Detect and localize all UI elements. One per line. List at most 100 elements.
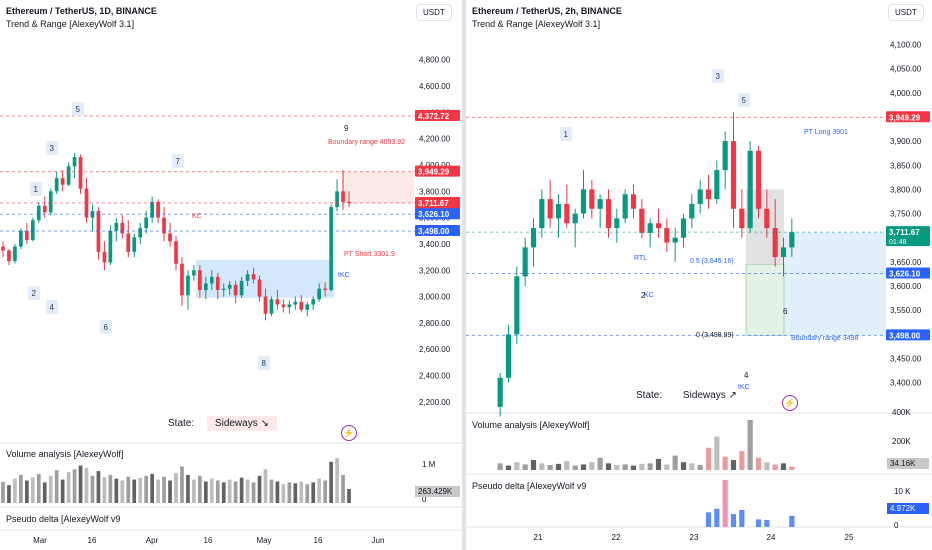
price-tag-bg	[415, 109, 460, 121]
candle-body	[622, 194, 628, 219]
chart-panel-daily[interactable]: 2,200.00 2,400.00 2,600.00 2,800.00 3,000.00…	[0, 0, 462, 550]
delta-bar	[755, 519, 762, 527]
candle-body	[102, 251, 107, 263]
candle-body	[114, 222, 119, 231]
fib-zone	[745, 264, 785, 336]
boundary-annotation: Boundary range 3498	[791, 335, 858, 342]
y-tick-label: 3,200.00	[419, 266, 451, 275]
volume-bar	[215, 480, 220, 503]
volume-bar	[305, 484, 310, 503]
volume-bar	[66, 472, 71, 503]
candle-body	[335, 191, 339, 208]
panel-divider[interactable]	[462, 0, 466, 550]
volume-bar	[730, 460, 737, 470]
currency-button[interactable]: USDT	[416, 4, 452, 21]
wave-label-bg	[172, 154, 184, 168]
candle-body	[233, 284, 238, 296]
x-tick-label: 16	[204, 536, 213, 545]
volume-bar	[24, 480, 29, 503]
volume-bar	[281, 484, 286, 503]
daily-chart-svg[interactable]: 2,200.00 2,400.00 2,600.00 2,800.00 3,000.00…	[0, 0, 462, 550]
chart-panel-2h[interactable]: 3,400.003,450.003,500.003,550.003,600.00…	[466, 0, 932, 550]
candle-body	[245, 274, 250, 281]
volume-indicator-label[interactable]: Volume analysis [AlexeyWolf]	[472, 420, 590, 430]
candle-body	[580, 189, 587, 214]
volume-bar	[341, 474, 345, 503]
wave-label-bg	[72, 102, 84, 116]
candle-body	[647, 223, 653, 233]
volume-bar	[275, 481, 280, 503]
volume-tag-label: 263.429K	[418, 487, 453, 496]
delta-indicator-label[interactable]: Pseudo delta [AlexeyWolf v9	[472, 481, 587, 491]
lightning-icon[interactable]: ⚡	[782, 395, 798, 411]
volume-scale-label: 200K	[892, 437, 911, 446]
wave-label-bg	[738, 93, 750, 107]
wave-label: 8	[262, 359, 267, 368]
y-tick-label: 3,450.00	[890, 355, 922, 364]
price-tag-label: 3,626.10	[418, 210, 450, 219]
x-tick-label: May	[256, 536, 271, 545]
volume-scale-label: 400K	[892, 408, 911, 417]
candle-body	[505, 334, 512, 378]
fib-05-annotation: 0.5 (3,645.16)	[690, 258, 734, 265]
volume-bar	[108, 474, 113, 503]
candle-body	[281, 304, 286, 308]
delta-bar	[739, 509, 745, 527]
volume-bar	[78, 465, 83, 503]
candle-body	[30, 220, 35, 240]
candle-body	[329, 207, 333, 290]
volume-bar	[722, 456, 728, 470]
volume-bar	[42, 482, 47, 503]
volume-bar	[539, 463, 545, 470]
candle-body	[287, 304, 292, 308]
y-tick-label: 4,600.00	[419, 82, 451, 91]
volume-scale-label: 0	[422, 495, 427, 504]
pt-long-annotation: PT Long 3901	[804, 129, 848, 136]
wave-label: 7	[176, 157, 181, 166]
indicator-title[interactable]: Trend & Range [AlexeyWolf 3.1]	[472, 19, 601, 29]
y-tick-label: 3,800.00	[419, 187, 451, 196]
candle-body	[514, 276, 520, 335]
volume-indicator-label[interactable]: Volume analysis [AlexeyWolf]	[6, 449, 124, 459]
y-tick-label: 3,900.00	[890, 137, 922, 146]
candle-body	[780, 247, 787, 258]
candle-body	[203, 283, 208, 290]
volume-bar	[789, 466, 795, 470]
candle-body	[739, 208, 745, 229]
volume-bar	[114, 478, 119, 503]
volume-bar	[755, 457, 762, 470]
y-tick-label: 2,400.00	[419, 372, 451, 381]
volume-bar	[580, 464, 587, 470]
volume-bar	[36, 473, 41, 503]
wave-label-bg	[30, 182, 42, 196]
indicator-title[interactable]: Trend & Range [AlexeyWolf 3.1]	[6, 19, 135, 29]
candle-body	[132, 237, 137, 252]
volume-bar	[630, 465, 637, 470]
volume-bar	[530, 460, 537, 470]
wave-label: 5	[76, 105, 81, 114]
candle-body	[789, 232, 795, 248]
volume-bar	[697, 465, 703, 470]
volume-bar	[705, 447, 712, 470]
lightning-icon[interactable]: ⚡	[341, 425, 357, 441]
x-tick-label: 24	[767, 533, 776, 542]
volume-bar	[605, 463, 612, 470]
candle-body	[60, 178, 65, 185]
symbol-title[interactable]: Ethereum / TetherUS, 2h, BINANCE	[472, 6, 622, 16]
two-hour-chart-svg[interactable]: 3,400.003,450.003,500.003,550.003,600.00…	[466, 0, 932, 550]
price-tag-label: 3,711.67	[889, 228, 920, 237]
wave-label: 9	[344, 124, 349, 133]
candle-body	[257, 279, 262, 297]
candle-body	[150, 201, 154, 218]
candle-body	[597, 199, 603, 209]
volume-bar	[347, 488, 351, 503]
volume-scale-label: 1 M	[422, 460, 436, 469]
volume-bar	[564, 461, 570, 470]
currency-button[interactable]: USDT	[888, 4, 924, 21]
tkc-annotation: tKC	[338, 272, 350, 279]
delta-indicator-label[interactable]: Pseudo delta [AlexeyWolf v9	[6, 514, 121, 524]
wave-label: 2	[32, 289, 37, 298]
candle-body	[227, 284, 232, 289]
candle-body	[572, 213, 578, 224]
symbol-title[interactable]: Ethereum / TetherUS, 1D, BINANCE	[6, 6, 157, 16]
